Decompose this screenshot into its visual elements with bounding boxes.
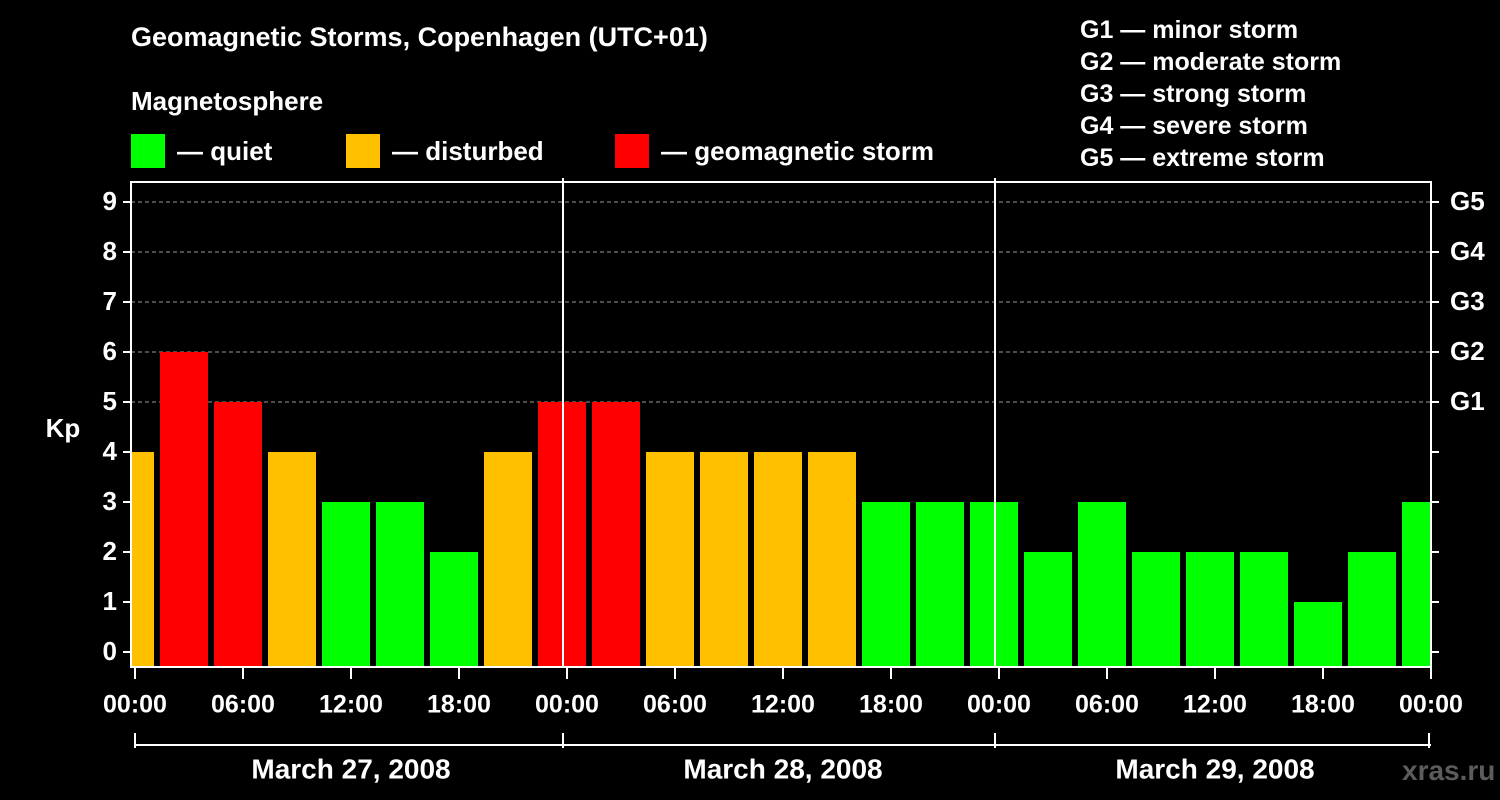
y-tick-label-7: 7 (103, 286, 117, 316)
bar-kp-14 (862, 502, 910, 667)
bar-kp-4 (322, 502, 370, 667)
right-axis-label-g2: G2 (1450, 336, 1485, 366)
day-label-1: March 27, 2008 (251, 753, 450, 784)
storm-scale-list: G1 — minor storm G2 — moderate storm G3 … (1080, 14, 1341, 174)
bar-kp-11 (700, 452, 748, 667)
x-tick-label-1: 06:00 (211, 691, 275, 719)
bar-kp-15 (916, 502, 964, 667)
storm-scale-g5: G5 — extreme storm (1080, 144, 1325, 172)
legend-label-storm: — geomagnetic storm (661, 135, 935, 166)
legend-swatch-storm (615, 134, 649, 168)
day-label-3: March 29, 2008 (1115, 753, 1314, 784)
y-tick-label-9: 9 (103, 186, 117, 216)
x-tick-label-9: 06:00 (1075, 691, 1139, 719)
x-tick-label-4: 00:00 (535, 691, 599, 719)
y-tick-label-8: 8 (103, 236, 117, 266)
y-tick-label-6: 6 (103, 336, 117, 366)
bar-kp-13 (808, 452, 856, 667)
legend-label-quiet: — quiet (177, 135, 273, 166)
x-tick-label-2: 12:00 (319, 691, 383, 719)
right-axis-label-g5: G5 (1450, 186, 1485, 216)
watermark: xras.ru (1402, 755, 1496, 786)
storm-scale-g4: G4 — severe storm (1080, 112, 1308, 140)
right-axis-label-g4: G4 (1450, 236, 1485, 266)
x-tick-label-0: 00:00 (103, 691, 167, 719)
bar-kp-22 (1294, 602, 1342, 667)
legend-swatch-quiet (131, 134, 165, 168)
plot-frame (130, 181, 1432, 668)
bar-kp-21 (1240, 552, 1288, 667)
storm-scale-g3: G3 — strong storm (1080, 80, 1307, 108)
y-tick-label-4: 4 (103, 436, 118, 466)
x-tick-label-5: 06:00 (643, 691, 707, 719)
bar-kp-2 (214, 402, 262, 667)
x-tick-label-6: 12:00 (751, 691, 815, 719)
bar-kp-5 (376, 502, 424, 667)
legend-quiet: — quiet (131, 134, 272, 168)
x-tick-label-8: 00:00 (967, 691, 1031, 719)
y-tick-label-1: 1 (103, 586, 117, 616)
chart-subtitle: Magnetosphere (131, 86, 324, 116)
x-tick-label-7: 18:00 (859, 691, 923, 719)
right-axis-label-g1: G1 (1450, 386, 1485, 416)
legend-swatch-disturbed (346, 134, 380, 168)
y-tick-label-0: 0 (103, 636, 117, 666)
day-label-2: March 28, 2008 (683, 753, 882, 784)
bar-kp-9 (592, 402, 640, 667)
bar-kp-6 (430, 552, 478, 667)
legend-storm: — geomagnetic storm (615, 134, 934, 168)
x-tick-label-3: 18:00 (427, 691, 491, 719)
bar-kp-24 (1402, 502, 1430, 667)
bar-kp-0 (132, 452, 154, 667)
y-tick-label-3: 3 (103, 486, 117, 516)
chart-title: Geomagnetic Storms, Copenhagen (UTC+01) (131, 22, 708, 52)
storm-scale-g1: G1 — minor storm (1080, 16, 1299, 44)
x-tick-label-12: 00:00 (1399, 691, 1463, 719)
bar-kp-7 (484, 452, 532, 667)
x-tick-label-11: 18:00 (1291, 691, 1355, 719)
storm-scale-g2: G2 — moderate storm (1080, 48, 1342, 76)
legend-label-disturbed: — disturbed (392, 135, 544, 166)
bar-kp-1 (160, 352, 208, 667)
bars-group (132, 352, 1430, 667)
bar-kp-23 (1348, 552, 1396, 667)
bar-kp-19 (1132, 552, 1180, 667)
right-axis-label-g3: G3 (1450, 286, 1485, 316)
x-tick-label-10: 12:00 (1183, 691, 1247, 719)
bar-kp-10 (646, 452, 694, 667)
bar-kp-18 (1078, 502, 1126, 667)
bar-kp-20 (1186, 552, 1234, 667)
y-axis-label: Kp (46, 413, 81, 443)
legend-disturbed: — disturbed (346, 134, 544, 168)
y-tick-label-2: 2 (103, 536, 117, 566)
y-tick-label-5: 5 (103, 386, 117, 416)
bar-kp-12 (754, 452, 802, 667)
bar-kp-3 (268, 452, 316, 667)
bar-kp-17 (1024, 552, 1072, 667)
